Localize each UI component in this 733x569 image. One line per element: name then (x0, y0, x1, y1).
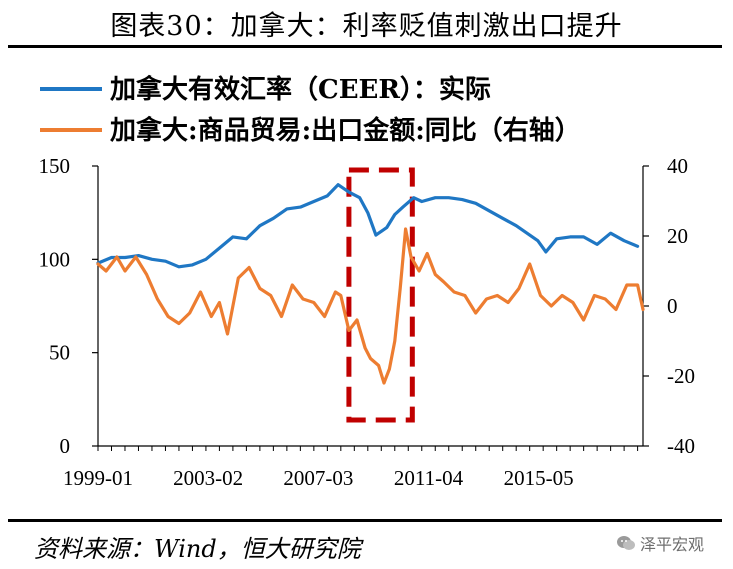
right-tick-label: 20 (667, 224, 688, 248)
legend-label-ceer: 加拿大有效汇率（CEER）：实际 (110, 74, 491, 105)
right-tick-label: -20 (667, 364, 695, 388)
series-line-exports (96, 227, 645, 385)
left-tick-label: 50 (49, 341, 70, 365)
watermark: 泽平宏观 (616, 531, 704, 555)
legend: 加拿大有效汇率（CEER）：实际 加拿大:商品贸易:出口金额:同比（右轴） (40, 74, 581, 146)
watermark-text: 泽平宏观 (640, 535, 705, 554)
ticks: 150 100 50 0 40 20 0 -20 -40 1999-01 2003-02 2007-0… (39, 154, 696, 490)
series-line-ceer (96, 183, 640, 269)
wechat-icon (617, 536, 635, 550)
right-tick-label: -40 (667, 434, 695, 458)
legend-label-exports: 加拿大:商品贸易:出口金额:同比（右轴） (110, 115, 581, 146)
x-tick-label: 2003-02 (173, 466, 243, 490)
source-note: 资料来源：Wind，恒大研究院 (34, 535, 361, 563)
bottom-rule (8, 519, 722, 522)
right-tick-label: 40 (667, 154, 688, 178)
left-tick-label: 100 (39, 247, 71, 271)
left-tick-label: 0 (60, 434, 71, 458)
top-rule (8, 45, 722, 48)
chart-svg: 加拿大有效汇率（CEER）：实际 加拿大:商品贸易:出口金额:同比（右轴） 15… (39, 74, 696, 490)
series-group (96, 183, 645, 385)
x-tick-label: 2015-05 (504, 466, 574, 490)
highlight-dashed-box (346, 167, 415, 423)
right-tick-label: 0 (667, 294, 678, 318)
axes (97, 166, 644, 447)
chart-title: 图表30：加拿大：利率贬值刺激出口提升 (110, 11, 623, 42)
left-tick-label: 150 (39, 154, 71, 178)
x-tick-label: 2007-03 (283, 466, 353, 490)
x-tick-label: 1999-01 (63, 466, 133, 490)
x-tick-label: 2011-04 (394, 466, 464, 490)
highlight-box (346, 167, 415, 423)
